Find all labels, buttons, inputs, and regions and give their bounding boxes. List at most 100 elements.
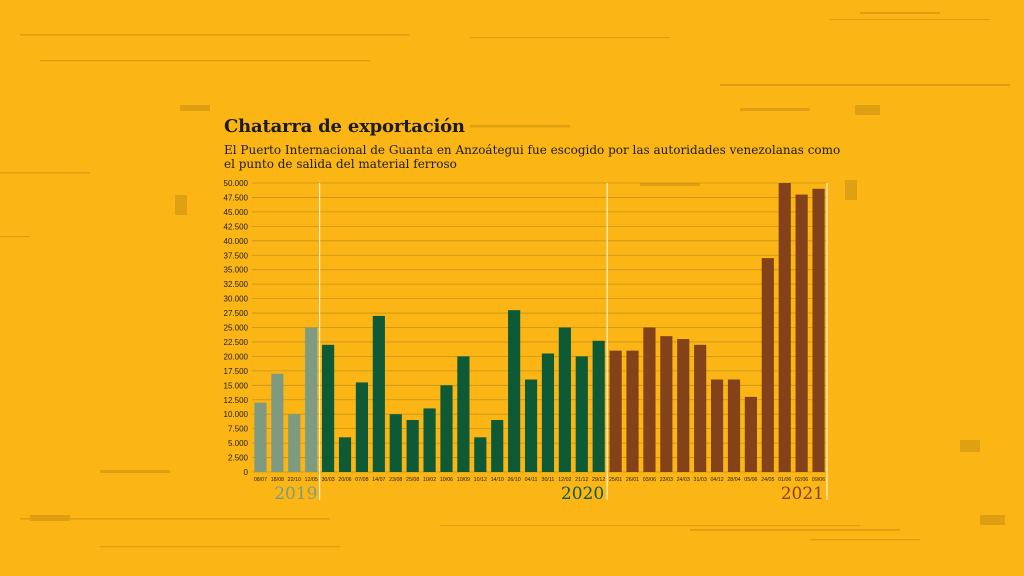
bar-2019 xyxy=(305,327,318,472)
x-tick-label: 04/11 xyxy=(525,477,538,483)
y-tick-label: 5.000 xyxy=(228,439,249,448)
x-tick-label: 02/06 xyxy=(795,477,808,483)
x-tick-label: 23/08 xyxy=(389,477,402,483)
bar-2020 xyxy=(457,356,470,472)
bar-2021 xyxy=(626,350,639,472)
y-tick-label: 30.000 xyxy=(224,295,249,304)
x-tick-label: 25/08 xyxy=(406,477,419,483)
bar-2020 xyxy=(575,356,588,472)
x-tick-label: 01/06 xyxy=(778,477,791,483)
bar-2020 xyxy=(491,419,504,472)
x-tick-label: 22/10 xyxy=(288,477,301,483)
bar-2021 xyxy=(795,194,808,472)
x-tick-label: 07/08 xyxy=(355,477,368,483)
x-tick-label: 12/02 xyxy=(558,477,571,483)
x-axis-ticks: 08/07 18/08 22/10 12/05 30/03 20/06 07/08 14/07… xyxy=(254,477,825,483)
gridlines xyxy=(252,182,827,473)
x-tick-label: 26/01 xyxy=(626,477,639,483)
y-tick-label: 45.000 xyxy=(224,208,249,217)
y-tick-label: 17.500 xyxy=(224,367,249,376)
x-tick-label: 14/10 xyxy=(491,477,504,483)
bar-2021 xyxy=(677,339,690,472)
y-tick-label: 7.500 xyxy=(228,425,249,434)
x-tick-label: 29/12 xyxy=(592,477,605,483)
bar-2021 xyxy=(710,379,724,472)
y-tick-label: 32.500 xyxy=(224,280,249,289)
bar-2021 xyxy=(643,327,656,472)
y-tick-label: 25.000 xyxy=(224,324,249,333)
chart-subtitle: El Puerto Internacional de Guanta en Anz… xyxy=(224,143,841,171)
x-tick-label: 21/12 xyxy=(575,477,588,483)
bar-2020 xyxy=(423,408,436,472)
bar-2020 xyxy=(389,414,402,472)
year-label-2020: 2020 xyxy=(561,484,604,504)
y-tick-label: 47.500 xyxy=(224,193,249,202)
chart-title: Chatarra de exportación xyxy=(224,116,465,137)
bar-2019 xyxy=(288,414,301,472)
y-tick-label: 2.500 xyxy=(228,454,249,463)
year-dividers xyxy=(319,183,828,500)
x-tick-label: 25/01 xyxy=(609,477,622,483)
x-tick-label: 12/05 xyxy=(305,477,318,483)
y-tick-label: 35.000 xyxy=(224,266,249,275)
bar-2020 xyxy=(592,340,605,472)
x-tick-label: 26/10 xyxy=(507,477,520,483)
bar-2020 xyxy=(406,419,419,472)
x-tick-label: 09/06 xyxy=(812,477,825,483)
x-tick-label: 03/06 xyxy=(643,477,656,483)
y-tick-label: 12.500 xyxy=(224,396,249,405)
x-tick-label: 23/03 xyxy=(660,477,673,483)
y-tick-label: 40.000 xyxy=(224,237,249,246)
bar-2021 xyxy=(727,379,741,472)
bar-2020 xyxy=(440,385,453,472)
y-tick-label: 20.000 xyxy=(224,352,249,361)
bars xyxy=(254,183,825,472)
x-tick-label: 31/03 xyxy=(694,477,707,483)
bar-2020 xyxy=(558,327,571,472)
x-tick-label: 04/12 xyxy=(710,477,723,483)
x-tick-label: 24/03 xyxy=(677,477,690,483)
x-tick-label: 30/11 xyxy=(542,477,555,483)
y-tick-label: 42.500 xyxy=(224,222,249,231)
year-label-2021: 2021 xyxy=(781,484,824,504)
bar-2020 xyxy=(355,382,369,472)
x-tick-label: 14/07 xyxy=(372,477,385,483)
bar-2021 xyxy=(778,183,791,472)
bar-2020 xyxy=(372,315,385,472)
x-tick-label: 10/12 xyxy=(474,477,487,483)
x-tick-label: 05/06 xyxy=(744,477,757,483)
x-tick-label: 30/03 xyxy=(321,477,334,483)
bar-2020 xyxy=(541,353,555,472)
y-tick-label: 50.000 xyxy=(224,179,249,188)
bar-2019 xyxy=(254,402,267,472)
x-tick-label: 08/07 xyxy=(254,477,267,483)
x-tick-label: 10/02 xyxy=(423,477,436,483)
x-tick-label: 10/06 xyxy=(440,477,453,483)
bar-2021 xyxy=(744,396,757,472)
y-tick-label: 0 xyxy=(244,468,249,477)
bar-2021 xyxy=(660,336,673,472)
bar-2021 xyxy=(761,258,774,472)
x-tick-label: 28/04 xyxy=(727,477,740,483)
x-tick-label: 10/09 xyxy=(457,477,470,483)
year-label-2019: 2019 xyxy=(274,484,317,504)
bar-2021 xyxy=(609,350,622,472)
y-tick-label: 22.500 xyxy=(224,338,249,347)
bar-2019 xyxy=(271,373,284,472)
bar-2020 xyxy=(474,437,487,472)
y-tick-label: 27.500 xyxy=(224,309,249,318)
bar-2021 xyxy=(694,344,707,472)
x-tick-label: 18/08 xyxy=(271,477,284,483)
bar-2021 xyxy=(812,188,825,472)
bar-2020 xyxy=(338,437,352,472)
x-tick-label: 20/06 xyxy=(338,477,351,483)
y-tick-label: 37.500 xyxy=(224,251,249,260)
year-labels: 2019 2020 2021 xyxy=(274,484,824,504)
bar-2020 xyxy=(524,379,538,472)
y-axis-ticks: 0 2.500 5.000 7.500 10.000 12.500 15.000 17.500… xyxy=(224,179,249,477)
y-tick-label: 10.000 xyxy=(224,410,249,419)
bar-2020 xyxy=(508,310,521,472)
x-tick-label: 24/05 xyxy=(761,477,774,483)
